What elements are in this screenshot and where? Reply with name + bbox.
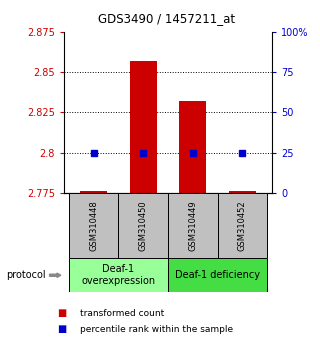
Text: GSM310450: GSM310450: [139, 200, 148, 251]
Text: GDS3490 / 1457211_at: GDS3490 / 1457211_at: [98, 12, 235, 25]
Bar: [69, 258, 168, 292]
Text: ■: ■: [58, 324, 67, 334]
Text: GSM310448: GSM310448: [89, 200, 98, 251]
Bar: [229, 191, 256, 193]
Bar: [118, 193, 168, 258]
Text: Deaf-1
overexpression: Deaf-1 overexpression: [81, 264, 156, 286]
Text: GSM310449: GSM310449: [188, 200, 197, 251]
Bar: [69, 193, 118, 258]
Bar: [168, 258, 267, 292]
Bar: [80, 191, 107, 193]
Text: Deaf-1 deficiency: Deaf-1 deficiency: [175, 270, 260, 280]
Bar: [168, 193, 218, 258]
Text: protocol: protocol: [6, 270, 46, 280]
Bar: [218, 193, 267, 258]
Text: percentile rank within the sample: percentile rank within the sample: [80, 325, 233, 334]
Text: GSM310452: GSM310452: [238, 200, 247, 251]
Bar: [179, 101, 206, 193]
Bar: [130, 61, 157, 193]
Text: ■: ■: [58, 308, 67, 318]
Text: transformed count: transformed count: [80, 309, 164, 318]
